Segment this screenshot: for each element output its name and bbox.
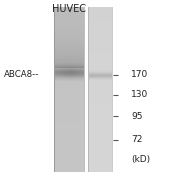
Text: HUVEC: HUVEC	[52, 4, 86, 15]
Text: ABCA8--: ABCA8--	[4, 70, 39, 79]
Text: 170: 170	[131, 70, 149, 79]
Text: (kD): (kD)	[131, 155, 150, 164]
Text: 95: 95	[131, 112, 143, 121]
Text: 130: 130	[131, 90, 149, 99]
Text: 72: 72	[131, 135, 143, 144]
